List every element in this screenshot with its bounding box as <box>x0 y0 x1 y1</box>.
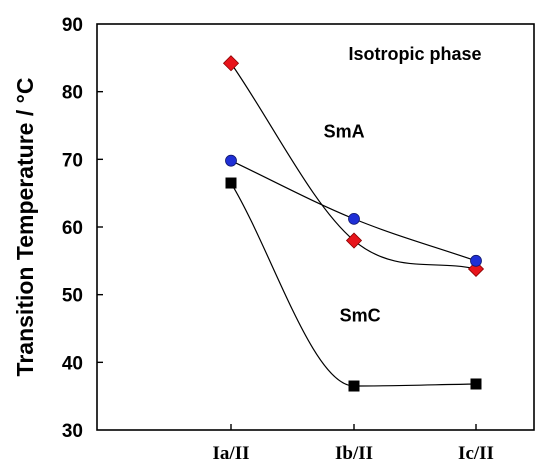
annotation-label: SmA <box>324 122 365 142</box>
x-tick-label: Ia/II <box>213 443 250 464</box>
square-data-point <box>470 378 482 390</box>
x-tick-label: Ic/II <box>458 443 494 464</box>
square-data-point <box>348 380 360 392</box>
series-markers <box>222 55 485 392</box>
plot-frame <box>96 23 535 431</box>
y-tick-label: 70 <box>62 150 83 171</box>
circle-data-point <box>348 212 360 225</box>
x-tick-label: Ib/II <box>335 443 373 464</box>
annotation-label: SmC <box>340 306 381 326</box>
y-tick-label: 30 <box>62 421 83 442</box>
square-data-point <box>225 177 237 189</box>
annotation-label: Isotropic phase <box>348 44 481 64</box>
circle-data-point <box>470 254 482 267</box>
circle-data-point <box>225 154 237 167</box>
diamond-data-point <box>222 55 240 72</box>
y-axis: 30 40 50 60 70 80 90 <box>62 15 103 442</box>
x-axis: Ia/II Ib/II Ic/II <box>213 424 494 464</box>
annotations: Isotropic phase SmA SmC <box>324 44 482 326</box>
y-tick-label: 80 <box>62 83 83 104</box>
y-axis-label: Transition Temperature / °C <box>12 78 38 377</box>
y-tick-label: 50 <box>62 286 83 307</box>
series-line-square <box>230 182 477 387</box>
y-tick-label: 60 <box>62 218 83 239</box>
diamond-data-point <box>345 232 363 249</box>
y-tick-label: 90 <box>62 15 83 36</box>
y-tick-label: 40 <box>62 353 83 374</box>
